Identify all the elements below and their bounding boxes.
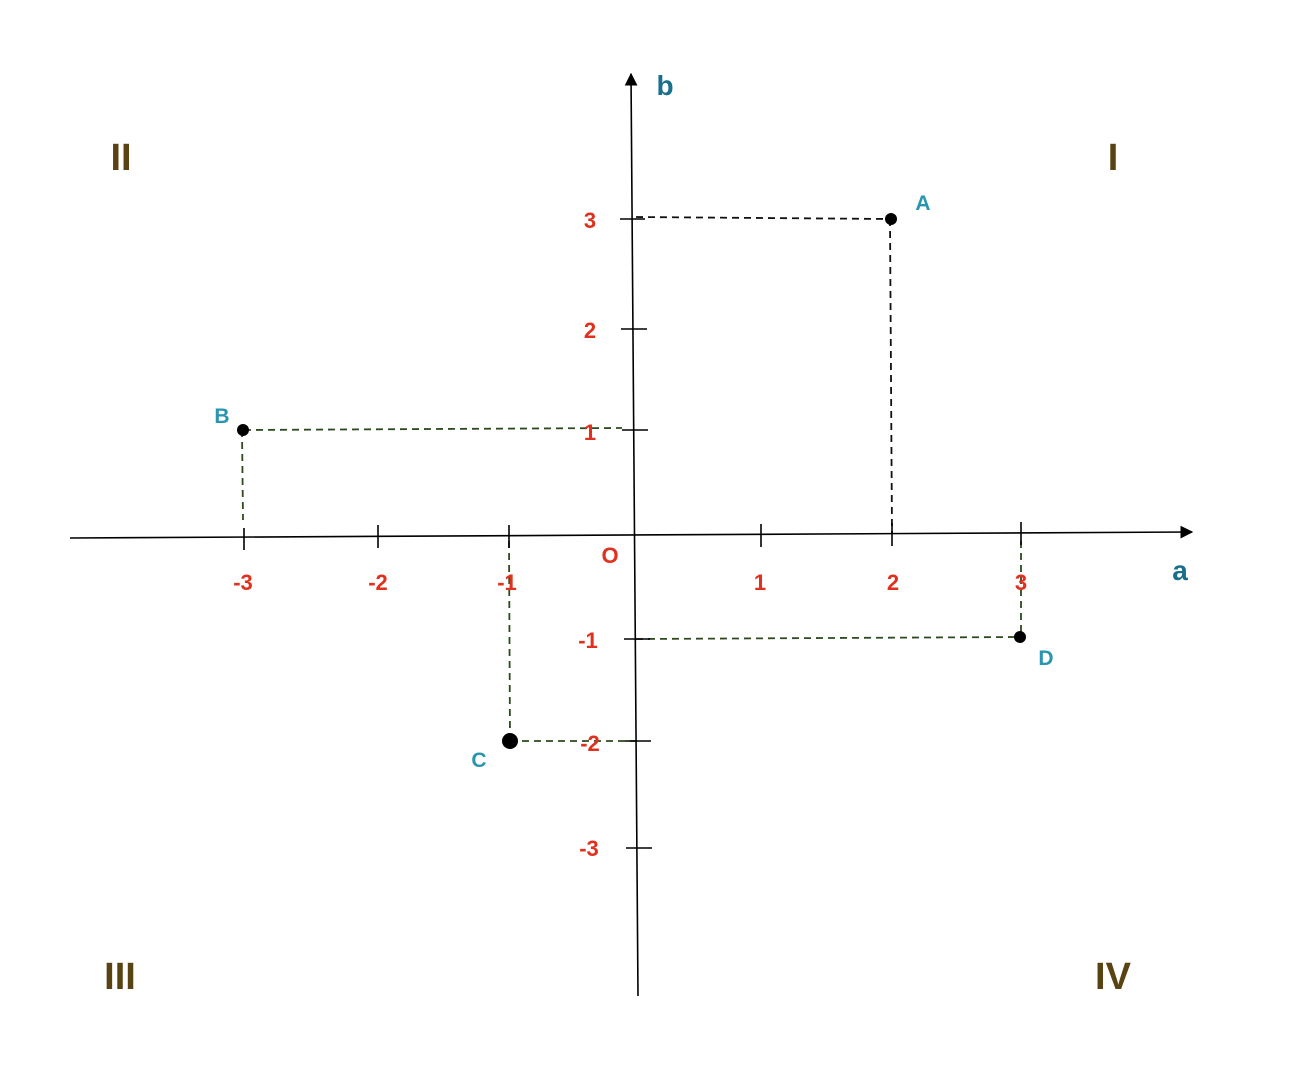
x-axis-ticks [243, 522, 1022, 550]
y-tick-label: -3 [579, 836, 599, 861]
point-label-d: D [1038, 647, 1053, 670]
y-axis-ticks [620, 218, 652, 849]
point-label-a: A [915, 192, 930, 215]
x-tick-label: 1 [754, 570, 766, 595]
quadrant-label-q1: I [1108, 137, 1119, 179]
y-tick-label: 3 [584, 208, 596, 233]
projection-guides [241, 216, 1022, 742]
x-tick-label: 2 [887, 570, 899, 595]
quadrant-label-q3: III [104, 956, 136, 998]
point-a [885, 213, 897, 225]
guide-a-horizontal [635, 216, 891, 220]
x-tick-label: -1 [497, 570, 517, 595]
guide-d-horizontal [635, 636, 1021, 640]
guide-b-vertical [241, 429, 244, 521]
x-tick-label: -2 [368, 570, 388, 595]
points [237, 213, 1026, 749]
y-axis-name: b [656, 70, 673, 101]
y-tick-label: -2 [580, 731, 600, 756]
origin-label: O [601, 543, 618, 568]
guide-a-vertical [889, 218, 893, 535]
quadrant-label-q2: II [110, 137, 131, 179]
point-b [237, 424, 249, 436]
point-d [1014, 631, 1026, 643]
point-label-c: C [471, 749, 486, 772]
x-tick-label: -3 [233, 570, 253, 595]
point-c [502, 733, 518, 749]
y-tick-label: -1 [578, 628, 598, 653]
x-axis-name: a [1172, 555, 1188, 586]
point-label-b: B [214, 405, 229, 428]
y-tick-label: 1 [584, 420, 596, 445]
x-tick-label: 3 [1015, 570, 1027, 595]
guide-b-horizontal [243, 427, 623, 431]
x-axis [69, 525, 1194, 539]
quadrant-label-q4: IV [1095, 956, 1132, 998]
guide-c-vertical [508, 540, 511, 742]
y-tick-label: 2 [584, 318, 596, 343]
y-axis [624, 72, 639, 997]
